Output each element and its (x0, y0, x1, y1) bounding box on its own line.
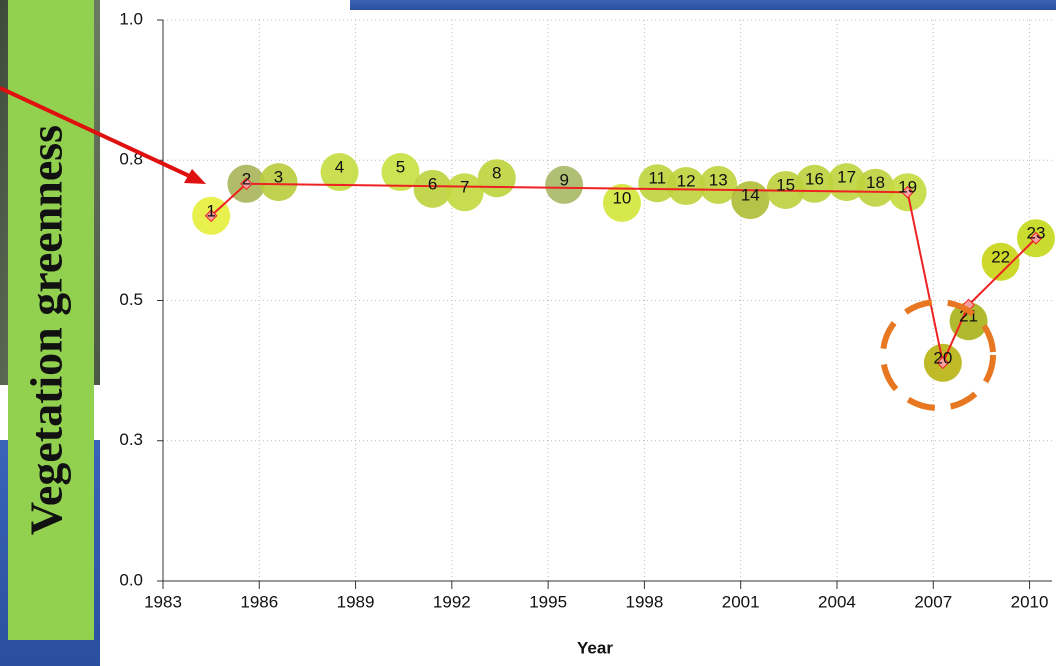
point (949, 302, 988, 341)
point (413, 169, 452, 208)
y-axis-label: Vegetation greenness (21, 125, 72, 535)
x-tick-label: 2004 (818, 592, 856, 611)
point-label: 5 (396, 158, 405, 177)
fit-vertex (1029, 231, 1043, 245)
x-tick-label: 2007 (914, 592, 952, 611)
x-tick-label: 1989 (337, 592, 375, 611)
point-label: 3 (274, 168, 283, 187)
y-tick-label: 0.3 (119, 430, 143, 449)
point-label: 18 (866, 173, 885, 192)
highlight-circle (880, 299, 996, 411)
x-tick-label: 1998 (625, 592, 663, 611)
point (638, 164, 677, 203)
point-label: 2 (242, 169, 251, 188)
point (981, 242, 1020, 281)
point (381, 153, 420, 192)
point-label: 20 (933, 348, 952, 367)
point (259, 163, 298, 202)
x-tick-label: 1995 (529, 592, 567, 611)
point-label: 23 (1026, 224, 1045, 243)
point-label: 19 (898, 178, 917, 197)
point (320, 153, 359, 192)
point-label: 9 (559, 170, 568, 189)
point (545, 165, 584, 204)
point (795, 164, 834, 203)
arrow-head (184, 169, 206, 184)
point (856, 168, 895, 207)
x-tick-label: 1992 (433, 592, 471, 611)
point-label: 4 (335, 158, 344, 177)
point-label: 22 (991, 247, 1010, 266)
point (667, 167, 706, 206)
y-tick-label: 0.5 (119, 290, 143, 309)
point (699, 165, 738, 204)
point (602, 183, 641, 222)
top-strip (350, 0, 1056, 10)
x-tick-label: 2010 (1011, 592, 1049, 611)
y-tick-label: 0.0 (119, 570, 143, 589)
y-tick-label: 1.0 (119, 9, 143, 28)
x-tick-label: 1983 (144, 592, 182, 611)
x-tick-label: 1986 (240, 592, 278, 611)
y-tick-label: 0.8 (119, 150, 143, 169)
point-label: 12 (677, 172, 696, 191)
point-label: 7 (460, 178, 469, 197)
arrow-shaft (0, 86, 199, 182)
point-label: 14 (741, 186, 760, 205)
point-label: 15 (776, 175, 795, 194)
x-tick-label: 2001 (722, 592, 760, 611)
point (445, 173, 484, 212)
point-label: 6 (428, 174, 437, 193)
fit-line (210, 182, 1037, 367)
point-label: 8 (492, 164, 501, 183)
fit-vertex (204, 209, 218, 223)
point-label: 1 (206, 201, 215, 220)
label-box (8, 0, 94, 640)
x-axis-label: Year (577, 638, 613, 657)
fit-vertex (936, 356, 950, 370)
point-label: 10 (612, 188, 631, 207)
fit-vertex (901, 185, 914, 199)
point-label: 17 (837, 168, 856, 187)
point-label: 16 (805, 169, 824, 188)
fit-vertex (240, 177, 253, 191)
point-label: 13 (709, 170, 728, 189)
point-label: 11 (648, 169, 666, 188)
